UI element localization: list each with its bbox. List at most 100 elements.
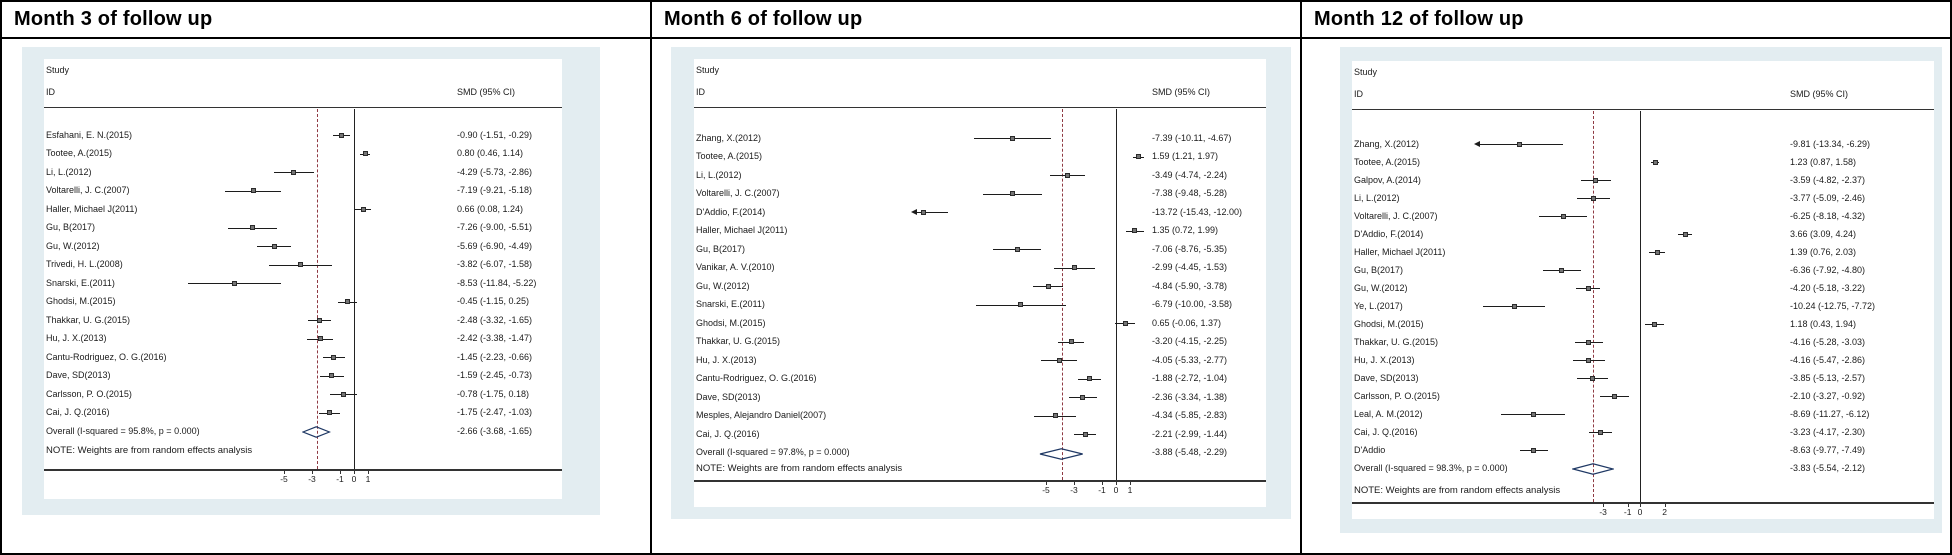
plot-area: Study ID SMD (95% CI) Zhang, X.(2012) -7.… bbox=[694, 59, 1266, 507]
x-axis-tick bbox=[368, 470, 369, 474]
study-id-label: Li, L.(2012) bbox=[1354, 192, 1400, 203]
study-id-label: Gu, W.(2012) bbox=[46, 240, 100, 251]
smd-ci-value: -8.69 (-11.27, -6.12) bbox=[1790, 408, 1870, 419]
point-estimate-marker bbox=[1132, 228, 1138, 233]
x-axis-tick bbox=[1627, 503, 1629, 507]
smd-ci-value: -3.82 (-6.07, -1.58) bbox=[457, 259, 533, 269]
smd-ci-value: -10.24 (-12.75, -7.72) bbox=[1790, 300, 1876, 311]
panel-title: Month 12 of follow up bbox=[1302, 2, 1950, 39]
smd-ci-value: -4.20 (-5.18, -3.22) bbox=[1790, 282, 1866, 293]
x-axis-tick-label: -3 bbox=[1599, 507, 1607, 517]
smd-ci-value: 1.23 (0.87, 1.58) bbox=[1790, 156, 1857, 167]
ci-line bbox=[917, 212, 948, 213]
study-id-label: Hu, J. X.(2013) bbox=[696, 354, 757, 365]
smd-ci-value: -3.83 (-5.54, -2.12) bbox=[1790, 462, 1866, 473]
x-axis-tick-label: 0 bbox=[351, 474, 357, 484]
header-rule bbox=[694, 107, 1266, 108]
zero-reference-line bbox=[1640, 111, 1641, 502]
smd-ci-value: -5.69 (-6.90, -4.49) bbox=[457, 240, 533, 251]
study-id-label: Trivedi, H. L.(2008) bbox=[46, 259, 123, 269]
smd-ci-value: -1.75 (-2.47, -1.03) bbox=[457, 407, 533, 417]
x-axis-tick bbox=[1640, 503, 1641, 507]
plot-area: Study ID SMD (95% CI) Esfahani, E. N.(20… bbox=[44, 59, 562, 499]
x-axis-tick-label: -3 bbox=[308, 474, 316, 484]
smd-ci-value: -3.23 (-4.17, -2.30) bbox=[1790, 426, 1866, 437]
point-estimate-marker bbox=[1591, 195, 1597, 201]
study-id-label: Voltarelli, J. C.(2007) bbox=[46, 185, 130, 195]
overall-diamond bbox=[301, 425, 332, 438]
smd-ci-value: -0.78 (-1.75, 0.18) bbox=[457, 388, 530, 399]
overall-diamond bbox=[1039, 447, 1084, 460]
point-estimate-marker bbox=[331, 354, 337, 360]
point-estimate-marker bbox=[1511, 303, 1517, 309]
smd-ci-value: -3.49 (-4.74, -2.24) bbox=[1152, 169, 1228, 180]
study-id-label: Haller, Michael J(2011) bbox=[696, 225, 788, 235]
study-id-label: Snarski, E.(2011) bbox=[696, 299, 765, 309]
x-axis-tick bbox=[1102, 481, 1103, 485]
smd-ci-value: 0.80 (0.46, 1.14) bbox=[457, 148, 524, 158]
study-id-label: Esfahani, E. N.(2015) bbox=[46, 129, 133, 140]
smd-ci-value: -7.38 (-9.48, -5.28) bbox=[1152, 188, 1228, 198]
study-id-label: Tootee, A.(2015) bbox=[46, 148, 113, 158]
smd-ci-value: -3.20 (-4.15, -2.25) bbox=[1152, 336, 1228, 346]
panel-month-3: Month 3 of follow up Study ID SMD (95% C… bbox=[2, 2, 650, 553]
point-estimate-marker bbox=[1516, 141, 1522, 147]
study-id-label: Haller, Michael J(2011) bbox=[1354, 246, 1446, 257]
x-axis-line bbox=[44, 469, 562, 471]
study-id-label: Tootee, A.(2015) bbox=[696, 151, 763, 161]
point-estimate-marker bbox=[1654, 249, 1660, 255]
note-text: NOTE: Weights are from random effects an… bbox=[696, 463, 903, 474]
x-axis-tick-label: 1 bbox=[365, 474, 371, 484]
x-axis-tick bbox=[312, 470, 313, 474]
column-header-study: Study bbox=[696, 65, 720, 75]
study-id-label: Gu, W.(2012) bbox=[1354, 282, 1408, 293]
point-estimate-marker bbox=[271, 243, 277, 249]
point-estimate-marker bbox=[1593, 177, 1599, 183]
zero-reference-line bbox=[354, 109, 355, 469]
x-axis-tick-label: -3 bbox=[1070, 485, 1078, 495]
panel-title: Month 6 of follow up bbox=[652, 2, 1300, 39]
smd-ci-value: -7.19 (-9.21, -5.18) bbox=[457, 185, 533, 195]
study-id-label: Tootee, A.(2015) bbox=[1354, 156, 1421, 167]
point-estimate-marker bbox=[317, 336, 323, 341]
study-id-label: Thakkar, U. G.(2015) bbox=[696, 336, 781, 346]
smd-ci-value: -1.59 (-2.45, -0.73) bbox=[457, 370, 533, 380]
smd-ci-value: -6.79 (-10.00, -3.58) bbox=[1152, 299, 1233, 309]
overall-label: Overall (I-squared = 95.8%, p = 0.000) bbox=[46, 425, 200, 436]
study-id-label: Gu, W.(2012) bbox=[696, 280, 750, 291]
x-axis-tick bbox=[1664, 503, 1666, 507]
overall-effect-dashed-line bbox=[1592, 111, 1594, 502]
study-id-label: Li, L.(2012) bbox=[46, 166, 92, 177]
zero-reference-line bbox=[1116, 109, 1117, 480]
point-estimate-marker bbox=[1052, 413, 1058, 418]
column-header-id: ID bbox=[696, 87, 705, 97]
point-estimate-marker bbox=[1010, 191, 1016, 196]
study-id-label: Dave, SD(2013) bbox=[46, 370, 111, 380]
point-estimate-marker bbox=[327, 410, 332, 415]
smd-ci-value: 1.18 (0.43, 1.94) bbox=[1790, 318, 1857, 329]
smd-ci-value: -7.26 (-9.00, -5.51) bbox=[457, 222, 533, 232]
study-id-label: Gu, B(2017) bbox=[46, 222, 96, 232]
forest-plot: Study ID SMD (95% CI) Esfahani, E. N.(20… bbox=[2, 39, 650, 553]
study-id-label: Thakkar, U. G.(2015) bbox=[46, 314, 131, 325]
column-header-smd: SMD (95% CI) bbox=[457, 87, 516, 97]
smd-ci-value: -7.06 (-8.76, -5.35) bbox=[1152, 243, 1228, 254]
header-rule bbox=[1352, 109, 1934, 110]
column-header-id: ID bbox=[46, 87, 55, 97]
smd-ci-value: 1.59 (1.21, 1.97) bbox=[1152, 151, 1219, 161]
column-header-id: ID bbox=[1354, 89, 1363, 99]
point-estimate-marker bbox=[1064, 172, 1070, 178]
study-id-label: Thakkar, U. G.(2015) bbox=[1354, 336, 1439, 347]
study-id-label: Voltarelli, J. C.(2007) bbox=[696, 188, 780, 198]
point-estimate-marker bbox=[1080, 394, 1086, 400]
smd-ci-value: -6.36 (-7.92, -4.80) bbox=[1790, 264, 1866, 275]
point-estimate-marker bbox=[232, 280, 238, 286]
point-estimate-marker bbox=[362, 151, 368, 156]
study-id-label: Ghodsi, M.(2015) bbox=[1354, 318, 1424, 329]
point-estimate-marker bbox=[1014, 246, 1020, 252]
smd-ci-value: 1.39 (0.76, 2.03) bbox=[1790, 246, 1857, 257]
smd-ci-value: -8.53 (-11.84, -5.22) bbox=[457, 277, 537, 288]
smd-ci-value: -3.85 (-5.13, -2.57) bbox=[1790, 372, 1866, 383]
x-axis-tick bbox=[354, 470, 355, 474]
point-estimate-marker bbox=[1652, 159, 1658, 165]
